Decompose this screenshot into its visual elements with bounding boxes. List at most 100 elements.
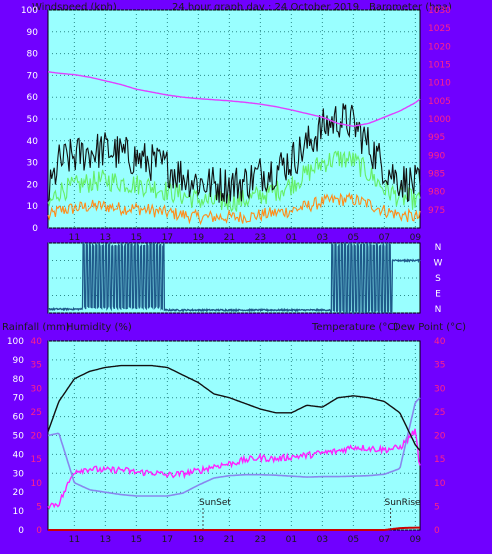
temperature-tick-label: 30: [434, 384, 446, 394]
y-tick-label: 70: [27, 71, 39, 81]
humidity-tick-label: 100: [7, 337, 24, 347]
y-tick-label: 10: [27, 202, 39, 212]
humidity-tick-label: 30: [13, 469, 25, 479]
humidity-tick-label: 70: [13, 394, 25, 404]
temperature-plot-area: [47, 340, 421, 531]
temperature-line: [47, 397, 421, 497]
direction-letter: N: [435, 243, 442, 253]
x-tick-label: 05: [348, 535, 359, 545]
barometer-axis-title: Barometer (hpa): [369, 2, 452, 13]
direction-letter: E: [435, 290, 441, 300]
y2-tick-label: 990: [428, 151, 445, 161]
y-tick-label: 50: [27, 115, 39, 125]
temperature-tick-label: 20: [434, 432, 446, 442]
rain-tick-label: 0: [36, 526, 42, 536]
temperature-tick-label: 15: [434, 455, 445, 465]
x-tick-label: 01: [286, 535, 297, 545]
dewpoint-axis-title: Dew Point (°C): [393, 322, 466, 333]
graph-title: 24 hour graph day : 24 October 2019: [172, 2, 359, 13]
rain-tick-label: 35: [31, 361, 42, 371]
humidity-tick-label: 50: [13, 432, 25, 442]
temperature-tick-label: 25: [434, 408, 445, 418]
sun-event-label: SunRise: [384, 498, 421, 508]
direction-letter: S: [435, 274, 441, 284]
humidity-line: [47, 364, 421, 452]
y2-tick-label: 985: [428, 170, 445, 180]
wind-average-line: [47, 192, 421, 226]
y2-tick-label: 1010: [428, 79, 451, 89]
x-tick-label: 13: [100, 233, 111, 243]
x-tick-label: 05: [348, 233, 359, 243]
y2-tick-label: 1000: [428, 115, 451, 125]
x-tick-label: 11: [69, 535, 80, 545]
x-tick-label: 03: [317, 233, 328, 243]
x-tick-label: 21: [224, 535, 235, 545]
temperature-tick-label: 35: [434, 361, 445, 371]
y2-tick-label: 1015: [428, 61, 451, 71]
x-tick-label: 11: [69, 233, 80, 243]
y-tick-label: 90: [27, 28, 39, 38]
humidity-tick-label: 90: [13, 356, 25, 366]
dew-point-line: [47, 428, 421, 510]
wind-direction-line: [47, 240, 421, 316]
y2-tick-label: 980: [428, 188, 445, 198]
humidity-tick-label: 10: [13, 507, 25, 517]
rainfall-axis-title: Rainfall (mm): [2, 322, 70, 333]
humidity-tick-label: 80: [13, 375, 25, 385]
x-tick-label: 23: [255, 535, 266, 545]
x-tick-label: 17: [162, 233, 173, 243]
humidity-tick-label: 20: [13, 488, 25, 498]
y-tick-label: 40: [27, 137, 39, 147]
x-tick-label: 07: [379, 233, 390, 243]
rainfall-line: [48, 526, 420, 531]
y2-tick-label: 1030: [428, 6, 451, 16]
x-tick-label: 17: [162, 535, 173, 545]
x-tick-label: 21: [224, 233, 235, 243]
wind-panel: 0102030405060708090100975980985990995100…: [21, 6, 451, 243]
windspeed-axis-title: Windspeed (kph): [32, 2, 117, 13]
rain-tick-label: 10: [31, 479, 43, 489]
sun-event-label: SunSet: [199, 498, 231, 508]
x-tick-label: 15: [131, 535, 142, 545]
x-tick-label: 01: [286, 233, 297, 243]
direction-letter: W: [434, 259, 443, 269]
rain-tick-label: 40: [31, 337, 43, 347]
x-tick-label: 09: [410, 535, 422, 545]
x-tick-label: 19: [193, 233, 205, 243]
wind-gust-line: [47, 103, 421, 204]
humidity-tick-label: 60: [13, 413, 25, 423]
y-tick-label: 60: [27, 93, 39, 103]
x-tick-label: 09: [410, 233, 422, 243]
humidity-tick-label: 40: [13, 450, 25, 460]
rain-tick-label: 15: [31, 455, 42, 465]
y2-tick-label: 1020: [428, 42, 451, 52]
temperature-tick-label: 10: [434, 479, 446, 489]
temperature-tick-label: 40: [434, 337, 446, 347]
direction-letter: N: [435, 305, 442, 315]
pressure-line: [47, 71, 421, 127]
y2-tick-label: 1005: [428, 97, 451, 107]
humidity-axis-title: Humidity (%): [66, 322, 132, 333]
temperature-tick-label: 5: [434, 502, 440, 512]
y-tick-label: 80: [27, 50, 39, 60]
y2-tick-label: 995: [428, 133, 445, 143]
y-tick-label: 100: [21, 6, 38, 16]
temperature-tick-label: 0: [434, 526, 440, 536]
temperature-axis-title: Temperature (°C): [311, 322, 398, 333]
y2-tick-label: 1025: [428, 24, 451, 34]
x-tick-label: 13: [100, 535, 111, 545]
rain-tick-label: 20: [31, 432, 43, 442]
x-tick-label: 07: [379, 535, 390, 545]
x-tick-label: 19: [193, 535, 205, 545]
humidity-tick-label: 0: [18, 526, 24, 536]
x-tick-label: 15: [131, 233, 142, 243]
rain-tick-label: 30: [31, 384, 43, 394]
rain-tick-label: 25: [31, 408, 42, 418]
x-tick-label: 03: [317, 535, 328, 545]
x-tick-label: 23: [255, 233, 266, 243]
temperature-panel: 0102030405060708090100051015202530354005…: [7, 337, 446, 545]
y-tick-label: 0: [32, 224, 38, 234]
y2-tick-label: 975: [428, 206, 445, 216]
